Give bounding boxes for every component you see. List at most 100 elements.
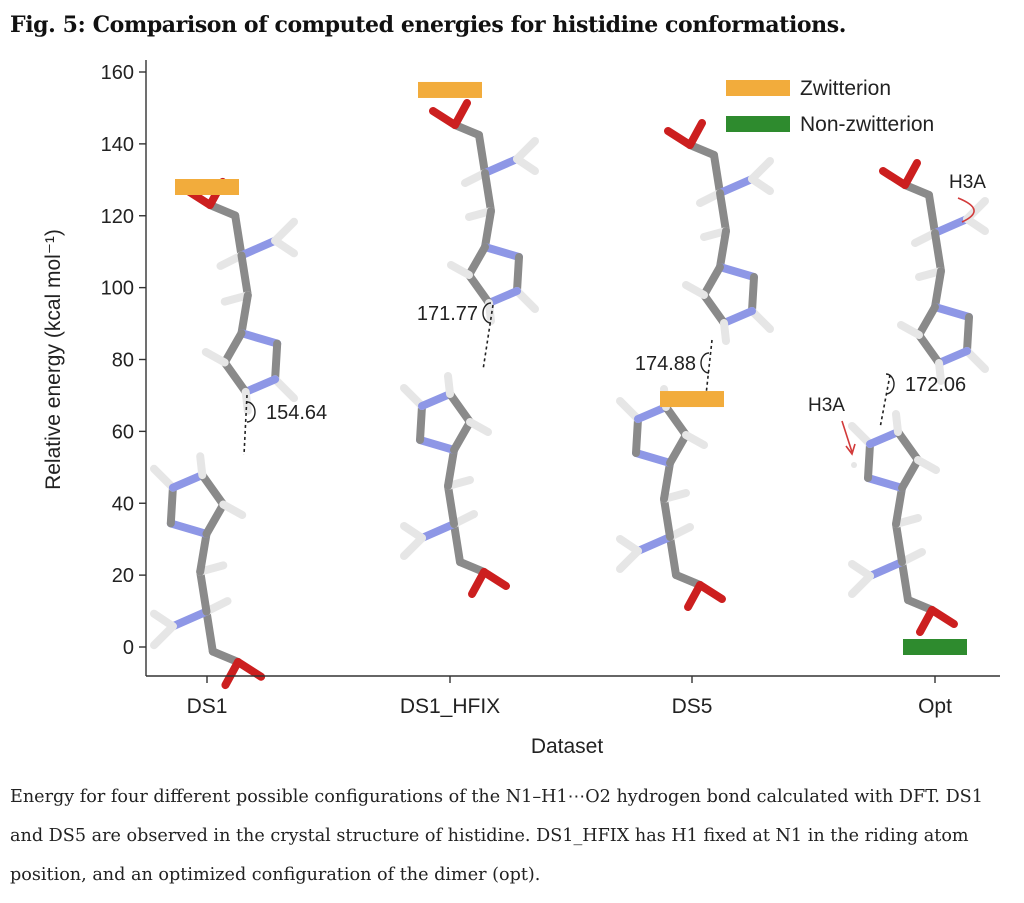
molecule-bond <box>237 236 280 260</box>
molecule-bond <box>168 607 211 631</box>
molecule-bond <box>720 319 730 345</box>
molecule-bond <box>237 329 282 348</box>
energy-marker <box>660 391 724 408</box>
molecule-bond <box>416 402 426 444</box>
molecule-bond <box>513 137 539 163</box>
molecule-bond <box>632 415 642 457</box>
molecule-bond <box>935 359 945 385</box>
molecule-bond <box>931 229 945 275</box>
molecule-bond <box>271 375 298 403</box>
molecule-bond <box>897 321 923 339</box>
molecule-bond <box>634 403 670 423</box>
molecule-bond <box>465 243 489 279</box>
molecule-bond <box>848 572 874 598</box>
molecule-bond <box>898 558 912 604</box>
molecule-bond <box>485 287 521 307</box>
molecule-bond <box>898 456 922 492</box>
figure-caption: Energy for four different possible confi… <box>10 787 983 885</box>
molecule-bond <box>465 271 493 307</box>
molecule-bond <box>451 99 471 129</box>
molecule-bond <box>716 263 758 281</box>
molecule-bond <box>748 157 774 183</box>
molecule-bond <box>480 568 510 590</box>
molecule-bond <box>481 169 495 215</box>
molecule-bond <box>616 547 642 573</box>
molecule-bond <box>914 456 940 474</box>
molecule-bond <box>660 495 674 541</box>
molecule-bond <box>700 291 728 327</box>
molecule-bond <box>904 596 936 614</box>
legend-swatch <box>726 116 790 132</box>
molecule-bond <box>632 449 674 467</box>
molecule-bond <box>666 533 680 579</box>
molecule-bond <box>206 201 240 220</box>
molecule-bond <box>879 167 909 189</box>
molecule-bond <box>444 482 458 528</box>
molecule-bond <box>468 568 488 598</box>
molecule-bond <box>400 384 426 410</box>
hydrogen-bond-line <box>705 339 713 396</box>
angle-arc <box>482 302 492 324</box>
h3a-bottom-arrow <box>841 420 856 456</box>
molecule-bond <box>720 307 756 327</box>
molecule-bond <box>748 273 758 315</box>
molecule-bond <box>901 159 921 189</box>
chart-annotations: 154.64 171.77 174.88 172.06 H3A H3A <box>246 172 986 424</box>
molecule-bond <box>686 119 706 149</box>
molecule-bond <box>450 520 464 566</box>
molecule-bond <box>166 519 211 538</box>
bond-angle-label: 172.06 <box>905 374 966 396</box>
legend-label: Non-zwitterion <box>800 113 934 136</box>
molecule-bond <box>481 207 495 251</box>
h3a-label-bottom: H3A <box>808 395 845 416</box>
molecule-bond <box>892 410 902 436</box>
molecule-bond <box>196 567 211 616</box>
molecule-bond <box>848 422 874 448</box>
molecule-bond <box>864 474 906 492</box>
molecule-bond <box>963 347 989 373</box>
molecule-bond <box>716 227 730 271</box>
molecule-bond <box>219 500 247 519</box>
molecule-bond <box>696 581 726 603</box>
molecule-bond <box>682 281 708 299</box>
angle-arc <box>885 373 895 395</box>
legend-label: Zwitterion <box>800 77 891 100</box>
molecule-bond <box>848 560 874 580</box>
molecule-bond <box>925 191 939 237</box>
molecule-bond <box>513 253 523 295</box>
molecule-bond <box>915 303 939 339</box>
y-tick-label: 60 <box>112 421 134 443</box>
molecule-bond <box>672 571 704 589</box>
h3a-top-arrow <box>957 197 975 223</box>
energy-marker <box>903 639 967 655</box>
molecule-bond <box>892 484 906 528</box>
molecule-bond <box>634 533 674 555</box>
figure-title: Fig. 5: Comparison of computed energies … <box>10 12 847 38</box>
molecule-bond <box>682 431 708 449</box>
x-tick-label: DS1 <box>187 695 228 718</box>
molecule-bond <box>220 358 250 396</box>
molecule-bond <box>660 459 674 503</box>
molecule-bond <box>481 155 521 177</box>
molecule-bond <box>196 452 207 480</box>
molecule-bond <box>466 418 492 436</box>
molecule-bond <box>716 189 730 235</box>
molecule-bond <box>662 403 690 439</box>
bond-angle-label: 154.64 <box>266 402 327 424</box>
molecule-bond <box>963 215 989 235</box>
molecule-bond <box>416 436 458 454</box>
angle-arc <box>700 352 710 374</box>
molecule-bond <box>201 348 229 367</box>
energy-marker <box>418 81 482 98</box>
molecule-bond <box>700 263 724 299</box>
chart-legend: Zwitterion Non-zwitterion <box>726 77 934 136</box>
molecule-bond <box>616 535 642 555</box>
molecule-bond <box>418 390 454 410</box>
y-axis-title: Relative energy (kcal mol⁻¹) <box>42 229 65 490</box>
molecule-bond <box>710 151 724 197</box>
molecule-bond <box>241 375 280 396</box>
energy-chart: 0 20 40 60 80 100 120 140 160 DS1 DS1_HFIX DS5 Opt Da… <box>42 60 1000 758</box>
molecule-bond <box>202 500 228 538</box>
molecule-bond <box>864 440 874 482</box>
molecule-bond <box>150 609 177 631</box>
